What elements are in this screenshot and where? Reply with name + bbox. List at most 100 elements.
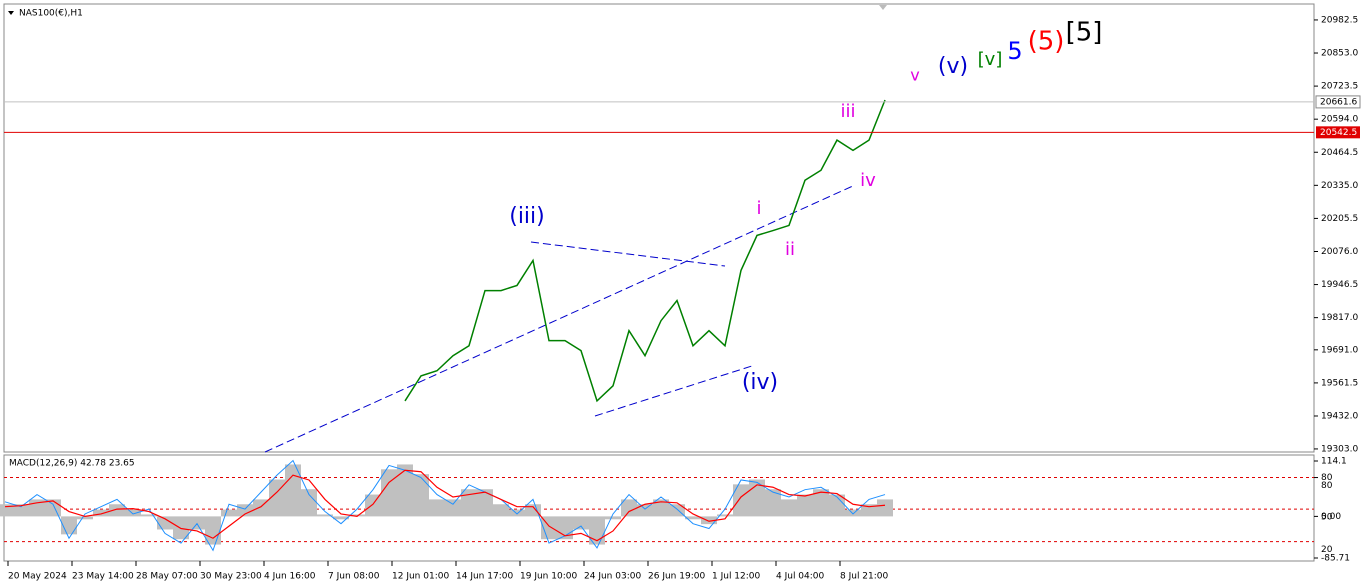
price-line (404, 99, 886, 403)
macd-bar (381, 469, 397, 517)
y-tick-label: 20205.5 (1321, 214, 1358, 224)
level-label: 80 (1321, 481, 1333, 491)
y-tick-label: 20076.0 (1321, 247, 1358, 257)
x-tick-label: 4 Jun 16:00 (264, 572, 316, 582)
y-tick-label: 19561.5 (1321, 378, 1358, 388)
macd-bar (173, 516, 189, 540)
macd-bar (365, 494, 381, 517)
macd-bar (301, 489, 317, 517)
macd-bar (493, 504, 509, 517)
macd-title: MACD(12,26,9) 42.78 23.65 (9, 459, 135, 469)
macd-bar (749, 479, 765, 517)
wave-label: iv (860, 170, 876, 191)
y-tick-label: 20853.0 (1321, 49, 1358, 59)
trendline (530, 241, 726, 267)
macd-bar (637, 504, 653, 517)
y-tick-label: 19691.0 (1321, 345, 1358, 355)
macd-bar (525, 504, 541, 517)
macd-bar (157, 516, 173, 530)
macd-bar (333, 516, 349, 520)
level-label: 50 (1321, 513, 1333, 523)
macd-bar (125, 509, 141, 517)
macd-bar (13, 504, 29, 517)
symbol-label: NAS100(€),H1 (19, 9, 83, 19)
macd-bar (701, 516, 717, 525)
y-tick-label: 0.00 (1321, 512, 1341, 522)
macd-bar (685, 516, 701, 520)
macd-bar (621, 499, 637, 517)
wave-label: v (910, 66, 919, 85)
macd-bar (221, 509, 237, 517)
x-tick-label: 23 May 14:00 (72, 572, 134, 582)
y-tick-label: 19946.5 (1321, 280, 1358, 290)
y-tick-label: 20982.5 (1321, 15, 1358, 25)
macd-bar (797, 494, 813, 517)
y-tick-label: 114.1 (1321, 457, 1347, 467)
macd-bar (109, 504, 125, 517)
x-tick-label: 12 Jun 01:00 (392, 572, 449, 582)
macd-bar (237, 504, 253, 517)
macd-bar (781, 499, 797, 517)
current-price-label: 20661.6 (1320, 97, 1357, 107)
y-tick-label: 19303.0 (1321, 444, 1358, 454)
trendline (594, 364, 756, 417)
macd-bar (653, 499, 669, 517)
menu-arrow[interactable] (8, 11, 14, 15)
x-tick-label: 14 Jun 17:00 (456, 572, 513, 582)
macd-bar (829, 494, 845, 517)
x-tick-label: 20 May 2024 (8, 572, 67, 582)
macd-bar (877, 499, 893, 517)
y-tick-label: 20723.5 (1321, 82, 1358, 92)
macd-bar (765, 489, 781, 517)
x-tick-label: 26 Jun 19:00 (648, 572, 705, 582)
x-tick-label: 8 Jul 21:00 (840, 572, 889, 582)
x-tick-label: 1 Jul 12:00 (712, 572, 761, 582)
macd-bar (445, 499, 461, 517)
x-tick-label: 28 May 07:00 (136, 572, 198, 582)
wave-label: (v) (938, 54, 968, 79)
macd-bar (509, 509, 525, 517)
macd-bar (317, 514, 333, 517)
wave-label: i (756, 198, 761, 219)
y-tick-label: -85.71 (1321, 554, 1350, 564)
x-tick-label: 30 May 23:00 (200, 572, 262, 582)
wave-label: iii (840, 101, 855, 122)
macd-bar (77, 516, 93, 520)
shift-marker (879, 5, 887, 10)
wave-label: (iii) (509, 204, 545, 229)
order-price-box (1316, 126, 1360, 139)
macd-bar (93, 509, 109, 517)
trendline (264, 184, 856, 453)
macd-bar (813, 489, 829, 517)
y-tick-label: 80 (1321, 473, 1333, 483)
macd-bar (589, 516, 605, 545)
macd-bar (477, 489, 493, 517)
y-tick-label: 20335.0 (1321, 181, 1358, 191)
price-frame (3, 3, 1315, 453)
current-price-box (1315, 95, 1361, 109)
order-price-label: 20542.5 (1320, 128, 1357, 138)
macd-bar (429, 499, 445, 517)
wave-label: (5) (1028, 27, 1065, 57)
macd-bar (397, 464, 413, 517)
y-tick-label: 19817.0 (1321, 313, 1358, 323)
y-tick-label: 19432.0 (1321, 411, 1358, 421)
macd-bar (461, 489, 477, 517)
wave-label: ii (785, 239, 795, 260)
wave-label: [5] (1066, 18, 1103, 48)
macd-bar (0, 504, 13, 517)
macd-bar (573, 516, 589, 530)
y-tick-label: 20594.0 (1321, 115, 1358, 125)
y-tick-label: 20464.5 (1321, 148, 1358, 158)
macd-bar (605, 516, 621, 520)
wave-label: (iv) (742, 370, 778, 395)
macd-bar (141, 514, 157, 517)
macd-bar (349, 514, 365, 517)
x-tick-label: 24 Jun 03:00 (584, 572, 641, 582)
wave-label: 5 (1007, 37, 1022, 65)
x-tick-label: 19 Jun 10:00 (520, 572, 577, 582)
wave-label: [v] (978, 49, 1003, 70)
x-tick-label: 4 Jul 04:00 (776, 572, 825, 582)
